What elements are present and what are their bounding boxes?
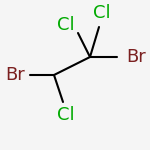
Text: Cl: Cl: [57, 16, 75, 34]
Text: Cl: Cl: [93, 4, 111, 22]
Text: Cl: Cl: [57, 106, 75, 124]
Text: Br: Br: [126, 48, 146, 66]
Text: Br: Br: [5, 66, 25, 84]
